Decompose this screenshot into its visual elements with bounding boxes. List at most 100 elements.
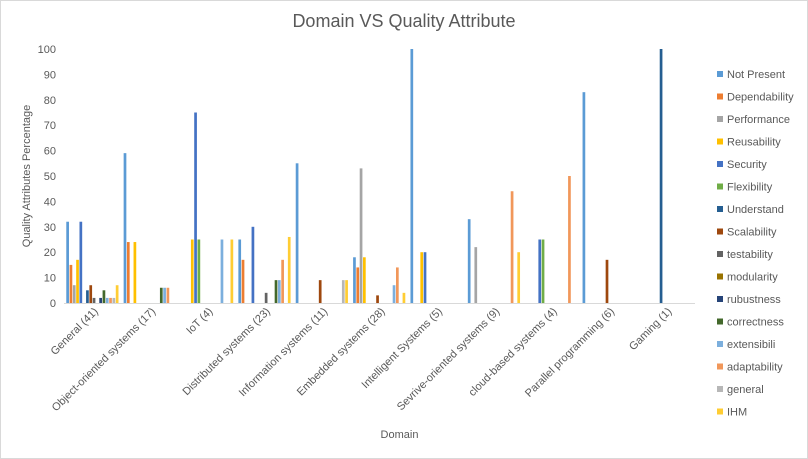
legend-swatch bbox=[717, 161, 723, 167]
bar-adaptability bbox=[281, 259, 284, 303]
bar-understand bbox=[659, 49, 663, 303]
bar-not-present bbox=[353, 257, 356, 303]
legend-label: Dependability bbox=[727, 92, 794, 104]
bar-not-present bbox=[582, 92, 586, 304]
legend-label: Security bbox=[727, 159, 767, 171]
bar-reusability bbox=[133, 242, 137, 303]
legend-swatch bbox=[717, 251, 723, 257]
bar-not-present bbox=[467, 219, 471, 303]
bar-ihm bbox=[230, 239, 234, 303]
bar-reusability bbox=[420, 252, 424, 303]
bar-extensibili bbox=[163, 287, 166, 303]
bar-reusability bbox=[190, 239, 194, 303]
bar-not-present bbox=[295, 163, 299, 303]
bar-ihm bbox=[402, 292, 406, 303]
bar-performance bbox=[474, 247, 478, 303]
legend-swatch bbox=[717, 93, 723, 100]
y-tick-label: 10 bbox=[44, 273, 56, 285]
legend-label: Scalability bbox=[727, 227, 777, 239]
y-tick-label: 70 bbox=[44, 120, 56, 132]
legend-label: Not Present bbox=[727, 69, 785, 81]
bar-general bbox=[341, 280, 345, 303]
legend-swatch bbox=[717, 183, 723, 190]
legend-swatch bbox=[717, 296, 723, 302]
y-tick-label: 80 bbox=[44, 95, 56, 107]
legend-swatch bbox=[717, 138, 723, 145]
bar-performance bbox=[72, 285, 76, 303]
bar-extensibili bbox=[277, 280, 281, 303]
bar-extensibili bbox=[105, 297, 109, 303]
chart-title: Domain VS Quality Attribute bbox=[292, 11, 516, 31]
x-tick-label: General (41) bbox=[49, 306, 101, 358]
legend-label: modularity bbox=[727, 272, 778, 284]
bar-not-present bbox=[238, 239, 242, 303]
bar-security bbox=[251, 226, 255, 303]
legend-swatch bbox=[717, 273, 723, 280]
legend-swatch bbox=[717, 363, 723, 370]
y-tick-label: 90 bbox=[44, 69, 56, 81]
bar-dependability bbox=[241, 259, 245, 303]
legend-label: Flexibility bbox=[727, 182, 773, 194]
legend-swatch bbox=[717, 206, 723, 212]
bar-extensibili bbox=[392, 285, 396, 303]
x-axis-title: Domain bbox=[381, 429, 419, 441]
legend-swatch bbox=[717, 318, 723, 325]
y-tick-label: 30 bbox=[44, 222, 56, 234]
bar-correctness bbox=[159, 287, 163, 303]
legend-label: rubustness bbox=[727, 294, 781, 306]
bar-adaptability bbox=[568, 176, 571, 303]
bar-adaptability bbox=[166, 287, 170, 303]
x-tick-label: Gaming (1) bbox=[627, 306, 674, 353]
bar-dependability bbox=[356, 267, 360, 303]
bar-rubustness bbox=[99, 297, 102, 303]
y-tick-label: 0 bbox=[50, 298, 56, 310]
bar-testability bbox=[264, 292, 268, 303]
legend-label: testability bbox=[727, 249, 773, 261]
bar-flexibility bbox=[541, 239, 545, 303]
legend-label: adaptability bbox=[727, 362, 783, 374]
y-tick-label: 100 bbox=[38, 44, 56, 56]
bar-correctness bbox=[102, 290, 106, 303]
legend-swatch bbox=[717, 408, 723, 415]
bar-ihm bbox=[115, 285, 119, 303]
legend-label: Reusability bbox=[727, 137, 781, 149]
y-tick-label: 40 bbox=[44, 196, 56, 208]
bar-ihm bbox=[345, 280, 348, 303]
bar-performance bbox=[359, 168, 363, 303]
bar-flexibility bbox=[197, 239, 201, 303]
bar-security bbox=[423, 252, 427, 303]
bar-correctness bbox=[274, 280, 278, 303]
y-tick-label: 20 bbox=[44, 247, 56, 259]
bar-scalability bbox=[318, 280, 322, 303]
legend-swatch bbox=[717, 341, 723, 347]
legend-swatch bbox=[717, 116, 723, 122]
legend-swatch bbox=[717, 386, 723, 392]
y-axis-title: Quality Attributes Percentage bbox=[21, 105, 33, 247]
bar-general bbox=[112, 297, 116, 303]
bar-adaptability bbox=[396, 267, 399, 303]
x-tick-label: IoT (4) bbox=[184, 306, 215, 337]
x-tick-label: Sevrive-oriented systems (9) bbox=[395, 306, 502, 413]
y-tick-label: 60 bbox=[44, 146, 56, 158]
legend-label: general bbox=[727, 384, 764, 396]
bar-not-present bbox=[123, 153, 127, 303]
bar-security bbox=[538, 239, 542, 303]
y-tick-label: 50 bbox=[44, 171, 56, 183]
bar-extensibili bbox=[220, 239, 224, 303]
legend-label: IHM bbox=[727, 407, 747, 419]
legend-swatch bbox=[717, 228, 723, 235]
bar-scalability bbox=[376, 295, 379, 303]
bar-adaptability bbox=[109, 297, 112, 303]
bar-dependability bbox=[69, 264, 73, 303]
bar-reusability bbox=[76, 259, 79, 303]
bar-dependability bbox=[126, 242, 130, 303]
legend-label: Understand bbox=[727, 204, 784, 216]
bar-scalability bbox=[89, 285, 93, 303]
bar-adaptability bbox=[510, 191, 514, 303]
bar-scalability bbox=[605, 259, 609, 303]
bar-security bbox=[194, 112, 197, 303]
legend-label: Performance bbox=[727, 114, 790, 126]
bar-not-present bbox=[410, 49, 414, 303]
